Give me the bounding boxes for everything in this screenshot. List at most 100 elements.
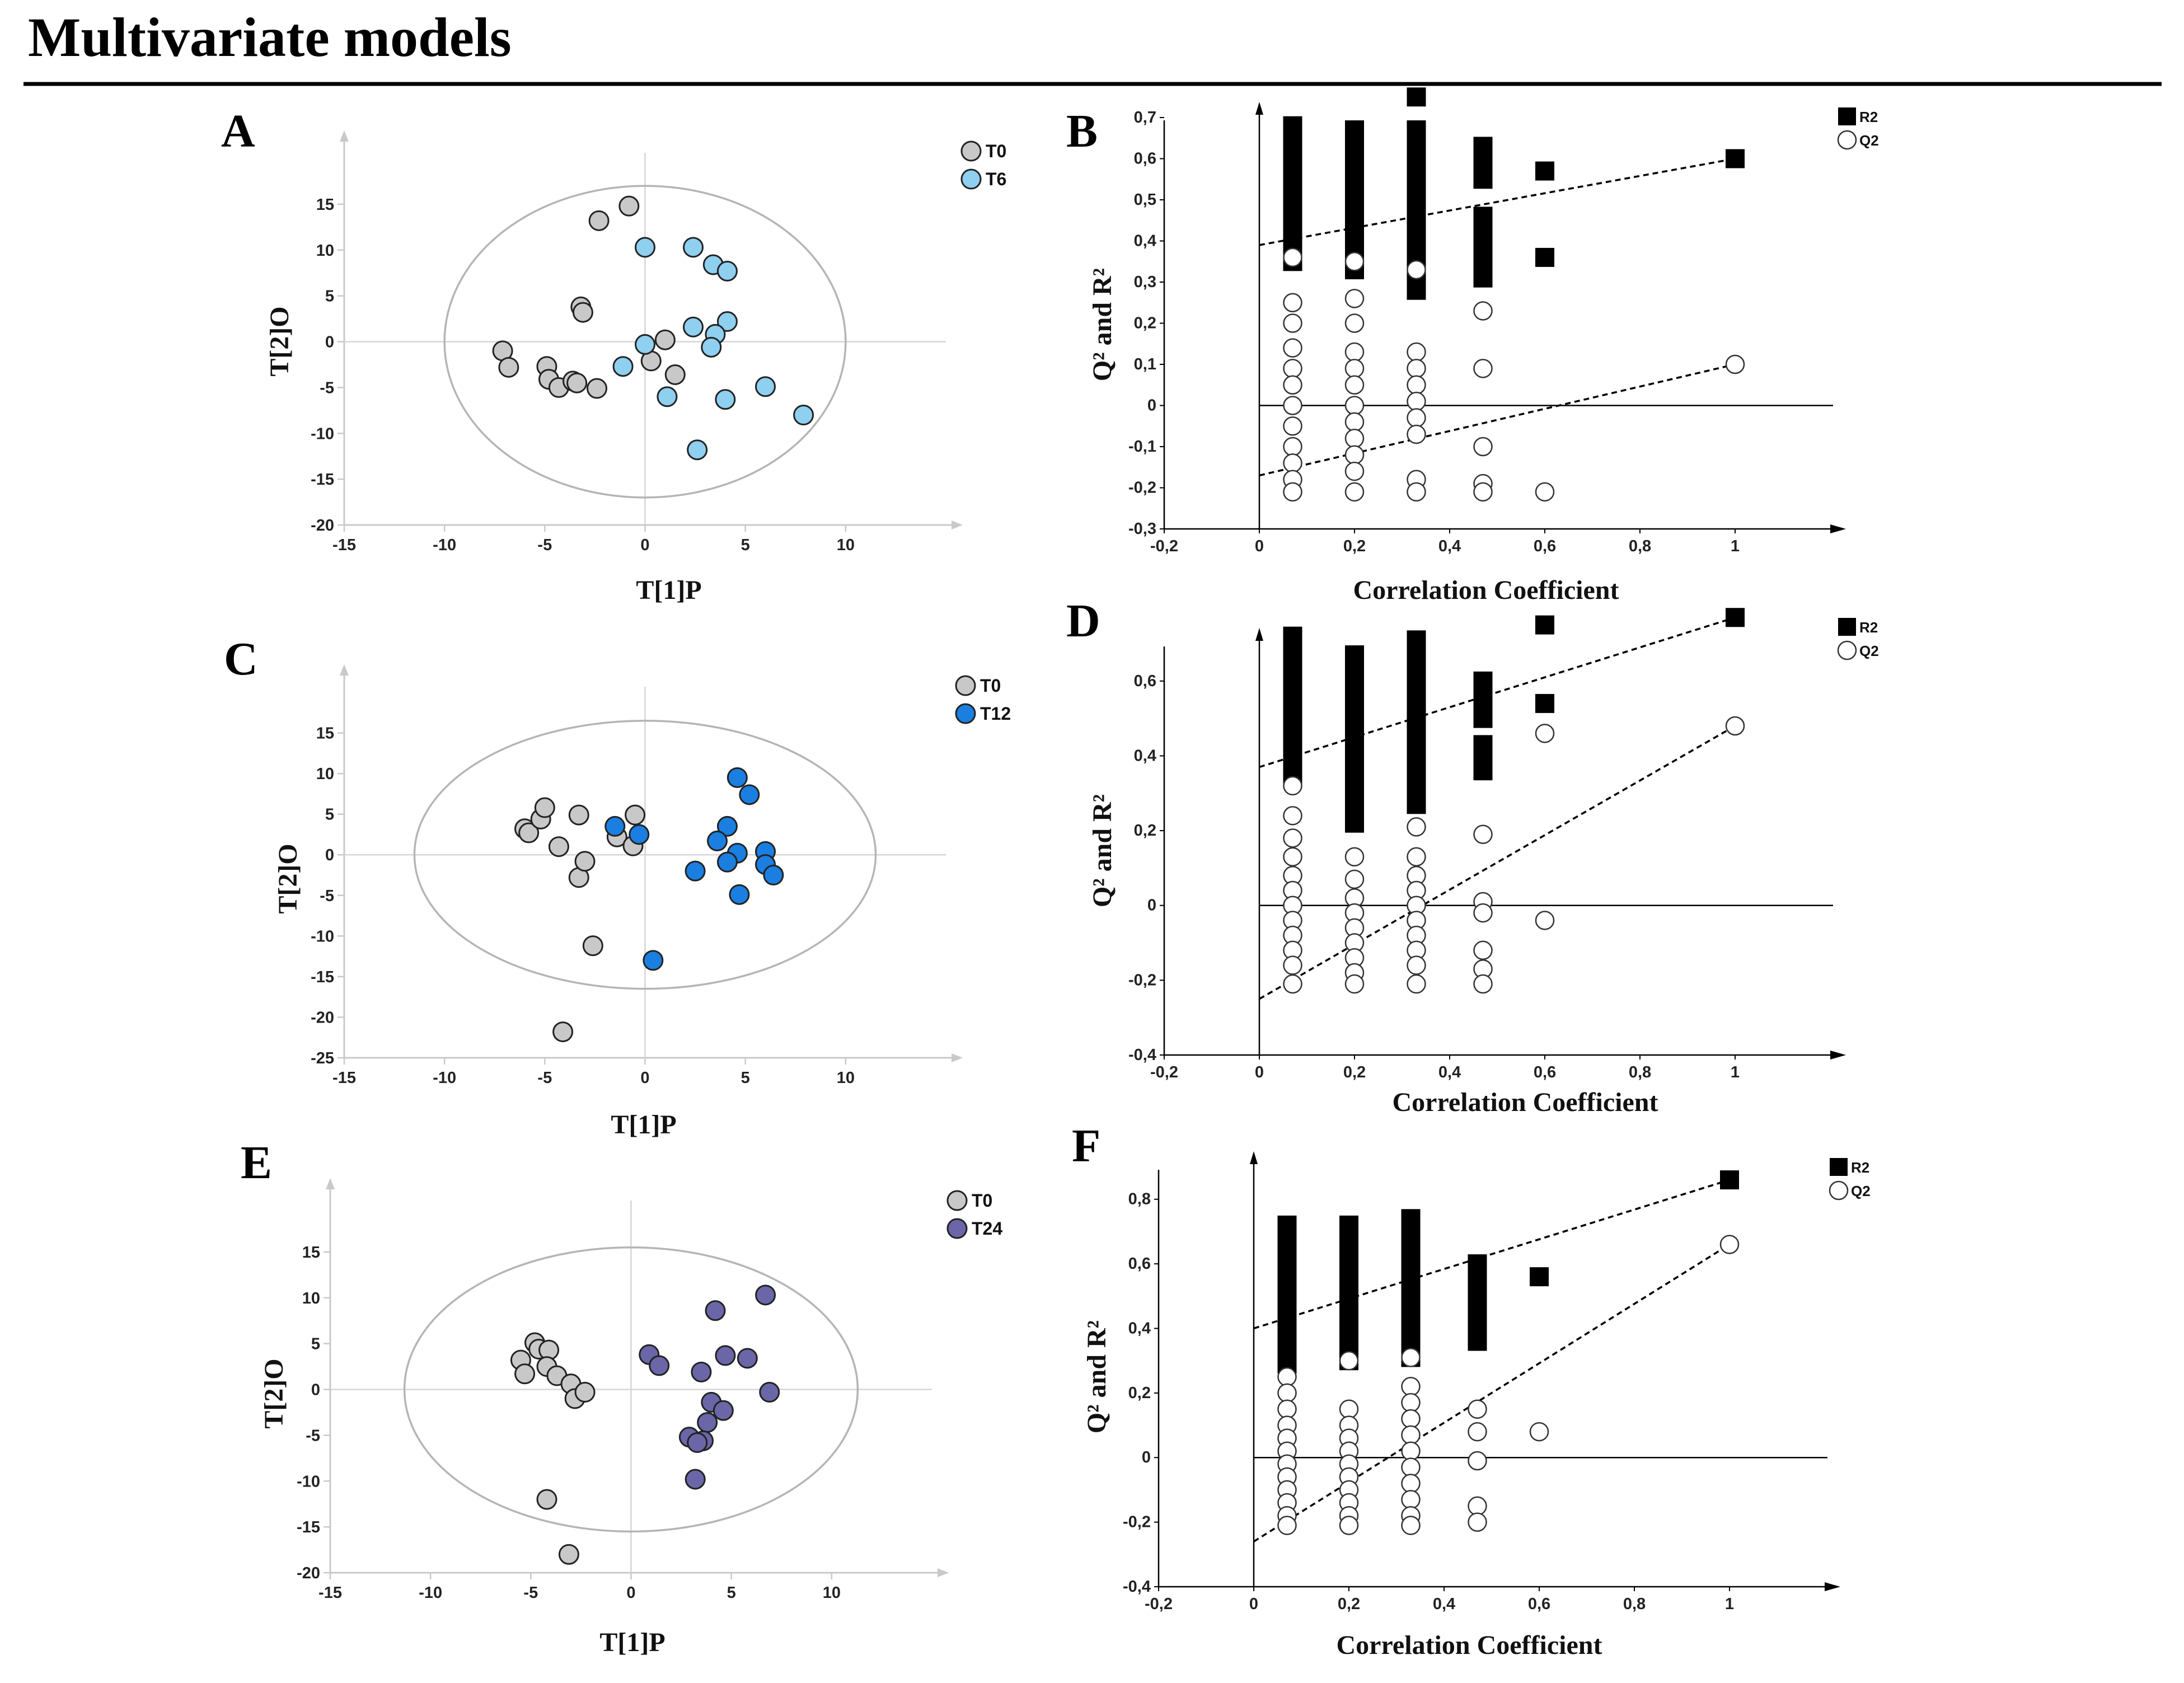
y-tick-label: 0	[1147, 897, 1156, 915]
y-tick-label: -20	[311, 517, 334, 535]
q2-point	[1725, 716, 1745, 736]
x-tick-label: -0,2	[1150, 537, 1178, 555]
q2-point	[1473, 903, 1493, 923]
score-point-t0	[572, 302, 593, 323]
x-tick-label: 5	[727, 1584, 736, 1602]
r2-permutation-stack	[1345, 645, 1364, 833]
y-tick-label: 10	[316, 765, 334, 783]
q2-point	[1401, 1441, 1421, 1461]
x-axis-label: Correlation Coefficient	[1353, 575, 1619, 605]
x-tick-label: 0,8	[1623, 1595, 1646, 1613]
x-axis-arrow	[938, 1568, 949, 1577]
y-axis-label: Q² and R²	[1088, 268, 1117, 381]
q2-point	[1344, 461, 1365, 481]
q2-trend-line	[1259, 363, 1736, 477]
y-tick-label: 0	[325, 334, 334, 351]
q2-point	[1283, 974, 1302, 994]
q2-point	[1407, 391, 1426, 411]
score-point-t0	[514, 1363, 536, 1385]
q2-point	[1344, 445, 1365, 465]
q2-point	[1401, 1409, 1421, 1429]
r2-point	[1535, 693, 1554, 713]
q2-point	[1401, 1425, 1421, 1445]
q2-trend-line	[1259, 725, 1736, 1000]
r2-permutation-stack	[1473, 207, 1493, 288]
panel-e: E -15 -10 -5 0 5 10 15 10 5 0 -5 -10 -15 -20 T0 T24 T[1]P…	[241, 1137, 1002, 1657]
x-tick-label: 5	[741, 536, 750, 554]
score-point-t0	[587, 378, 607, 399]
y-tick-label: 0	[311, 1381, 320, 1399]
q2-point	[1473, 482, 1493, 502]
q2-point	[1473, 824, 1493, 845]
legend-label-r2: R2	[1859, 109, 1878, 125]
q2-point	[1719, 1235, 1740, 1254]
r2-point	[1535, 615, 1554, 635]
legend-label-r2: R2	[1851, 1159, 1869, 1176]
panel-a: A-15 -10 -5 0 5 10151050-5-10-15-20T0T6T[1]PT…	[221, 105, 1006, 605]
x-tick-label: 1	[1731, 1063, 1740, 1081]
y-tick-label: 0,8	[1128, 1190, 1151, 1208]
score-point-t6	[657, 386, 678, 407]
score-point-t12	[716, 851, 738, 873]
y-axis-label: T[2]O	[265, 306, 294, 376]
x-tick-label: 10	[837, 536, 855, 554]
y-tick-label: -0,2	[1123, 1513, 1151, 1531]
score-point-t0	[534, 797, 555, 818]
q2-point	[1468, 1422, 1487, 1442]
panel-d: D-0,2 0 0,2 0,4 0,6 0,8 10,60,40,20-0,2-0,4R2Q…	[1066, 595, 1879, 1117]
y-tick-label: 0,7	[1134, 109, 1156, 126]
x-tick-label: 0,4	[1438, 1063, 1461, 1081]
legend-label: T0	[986, 141, 1006, 161]
y-axis-arrow	[340, 664, 349, 676]
y-tick-label: -20	[311, 1009, 334, 1026]
score-point-t12	[707, 831, 728, 852]
q2-point	[1401, 1474, 1421, 1493]
score-point-t6	[612, 356, 634, 377]
y-tick-label: -5	[306, 1427, 320, 1445]
legend-label-r2: R2	[1859, 619, 1878, 636]
r2-point	[1407, 120, 1426, 140]
y-tick-label: 0,4	[1134, 232, 1156, 250]
score-point-t12	[643, 950, 664, 971]
score-point-t0	[568, 804, 589, 826]
q2-point	[1473, 301, 1493, 321]
q2-point	[1401, 1489, 1421, 1509]
score-point-t0	[582, 935, 603, 957]
x-tick-label: 0,2	[1338, 1595, 1360, 1613]
panel-b: B -0,2 0 0,2 0,4 0,6 0,8 1 0,7 0,6 0,5 0,4 0,3 0,2 0,1…	[1066, 87, 1879, 605]
score-point-t24	[715, 1345, 736, 1366]
panel-letter: B	[1066, 105, 1098, 157]
r2-permutation-stack	[1283, 116, 1302, 271]
y-tick-label: 0,4	[1134, 747, 1156, 765]
y-axis-arrow	[326, 1178, 335, 1189]
x-tick-label: 10	[823, 1584, 841, 1602]
r2-permutation-stack	[1401, 1209, 1421, 1367]
r2-permutation-stack	[1277, 1215, 1297, 1373]
q2-point	[1407, 955, 1426, 975]
x-tick-label: 0	[1255, 537, 1264, 555]
x-tick-label: -5	[523, 1584, 538, 1602]
legend-label: T0	[972, 1190, 992, 1211]
y-tick-label: 0,6	[1134, 150, 1156, 168]
hotelling-ellipse	[443, 185, 847, 499]
score-point-t12	[685, 860, 706, 882]
score-point-t12	[729, 884, 750, 905]
panel-letter: F	[1072, 1120, 1100, 1172]
x-tick-label: 10	[837, 1069, 855, 1087]
q2-point	[1344, 429, 1365, 448]
x-axis-arrow	[952, 521, 963, 529]
q2-point	[1407, 260, 1426, 280]
x-tick-label: 1	[1731, 537, 1740, 555]
x-tick-label: -15	[318, 1584, 342, 1602]
score-point-t0	[518, 822, 540, 843]
score-point-t6	[793, 405, 814, 425]
q2-point	[1468, 1512, 1487, 1532]
q2-point	[1283, 955, 1302, 975]
q2-point	[1344, 847, 1365, 867]
q2-point	[1535, 724, 1555, 743]
y-tick-label: -0,1	[1128, 438, 1156, 456]
x-tick-label: -15	[332, 1069, 356, 1087]
y-tick-label: -15	[297, 1518, 320, 1536]
score-point-t0	[498, 357, 519, 378]
